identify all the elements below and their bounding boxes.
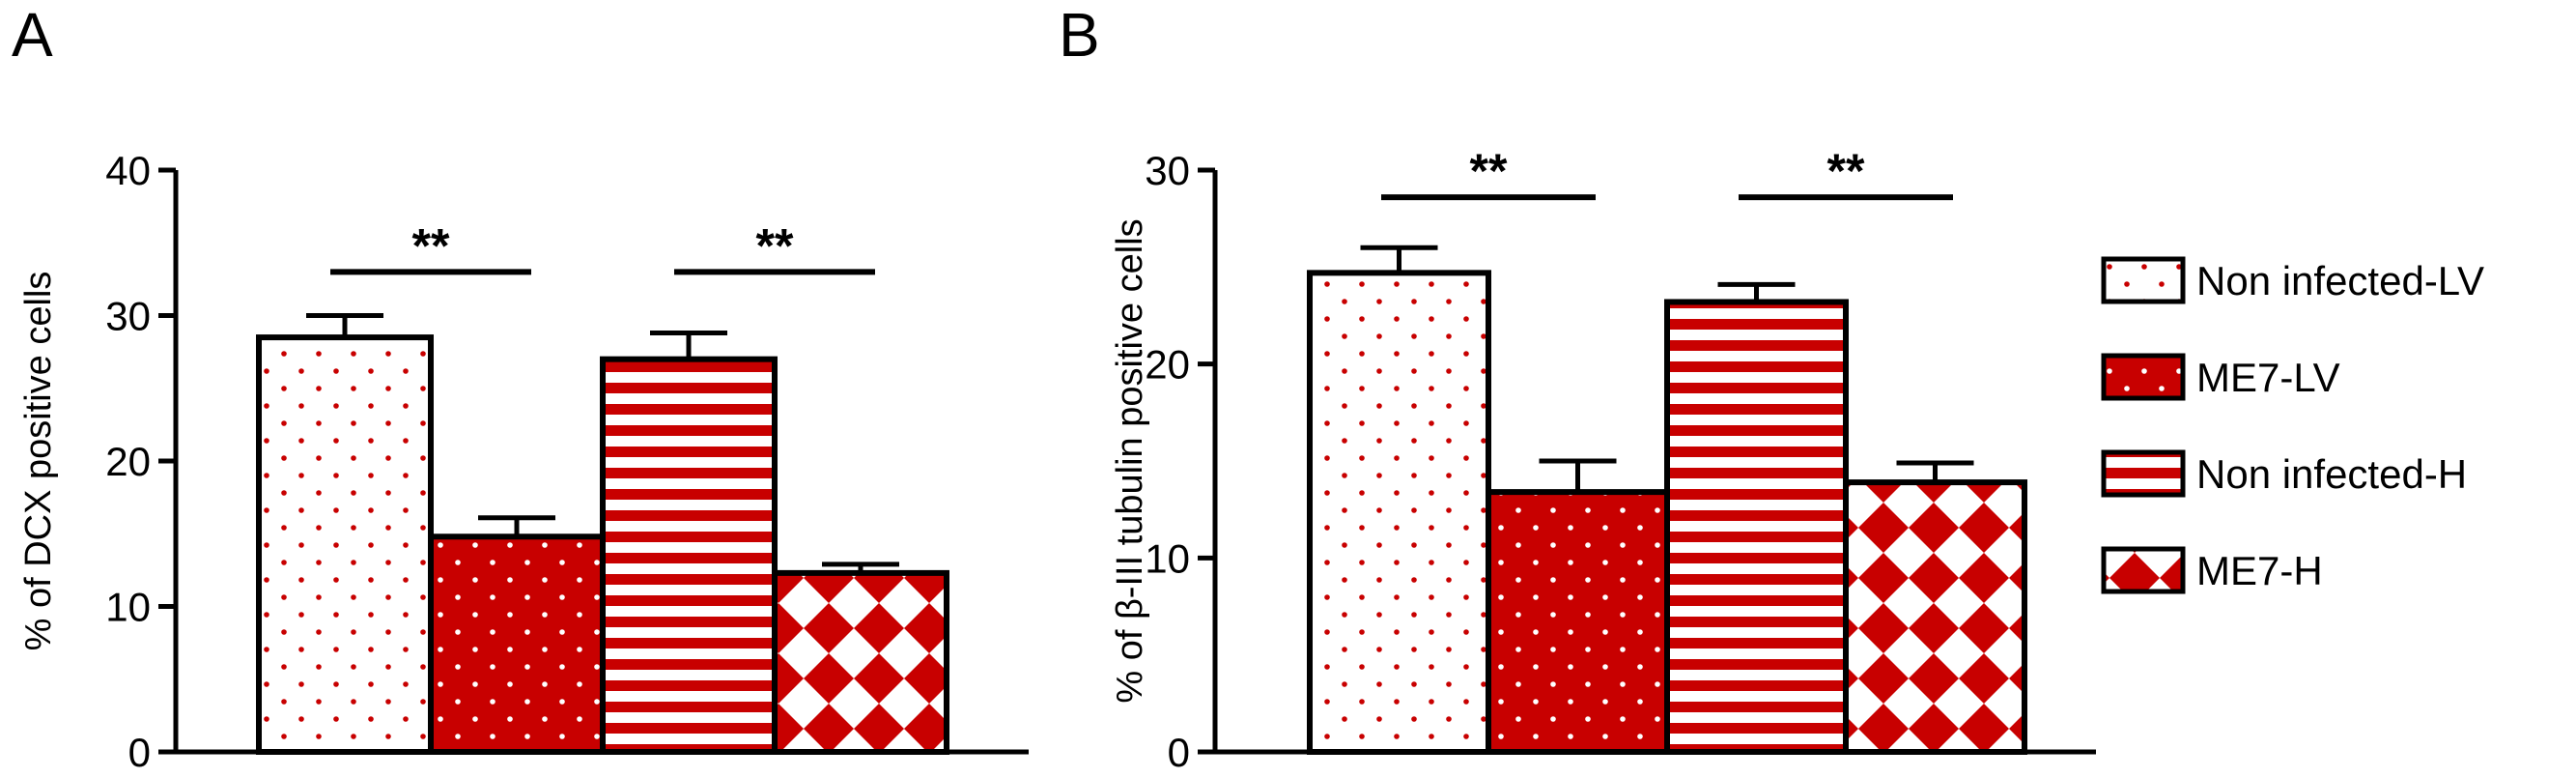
significance-label: **: [756, 218, 794, 273]
panel-a: 0 10 20 30 40 % of DCX positive cells ** **: [18, 148, 1029, 775]
panel-a-letter: A: [12, 0, 53, 70]
bar-non-infected-lv: [256, 334, 434, 755]
significance-label: **: [412, 218, 450, 273]
legend-swatch: [2101, 256, 2186, 304]
legend-swatch: [2101, 449, 2186, 498]
y-tick-label: 0: [128, 730, 151, 773]
y-tick-label: 40: [105, 148, 151, 193]
bar-non-infected-lv: [1307, 270, 1491, 755]
y-tick-label: 30: [1145, 148, 1190, 193]
y-tick-label: 30: [105, 294, 151, 339]
legend: Non infected-LV ME7-LV Non infected-H ME7-H: [2101, 256, 2484, 594]
y-tick-label: 20: [105, 439, 151, 484]
legend-label: ME7-LV: [2196, 355, 2340, 400]
bar-me7-lv: [1486, 489, 1670, 755]
significance-label: **: [1470, 144, 1508, 198]
y-tick-label: 10: [1145, 535, 1190, 581]
y-axis-label: % of β-III tubulin positive cells: [1110, 218, 1150, 703]
panel-b-letter: B: [1059, 0, 1100, 70]
y-axis-label: % of DCX positive cells: [18, 272, 59, 651]
bar-me7-lv: [428, 533, 606, 756]
panel-b: 0 10 20 30 % of β-III tubulin positive cells…: [1110, 144, 2096, 775]
legend-label: ME7-H: [2196, 548, 2323, 593]
y-tick-label: 10: [105, 585, 151, 630]
legend-swatch: [2101, 546, 2186, 594]
y-tick-label: 20: [1145, 342, 1190, 388]
bar-non-infected-h: [1664, 299, 1849, 755]
legend-label: Non infected-LV: [2196, 258, 2484, 303]
bar-me7-h: [772, 569, 949, 756]
legend-swatch: [2101, 353, 2186, 401]
y-tick-label: 0: [1168, 730, 1190, 773]
bar-me7-h: [1843, 479, 2027, 755]
legend-label: Non infected-H: [2196, 451, 2467, 497]
significance-label: **: [1827, 144, 1865, 198]
bar-non-infected-h: [600, 356, 778, 755]
